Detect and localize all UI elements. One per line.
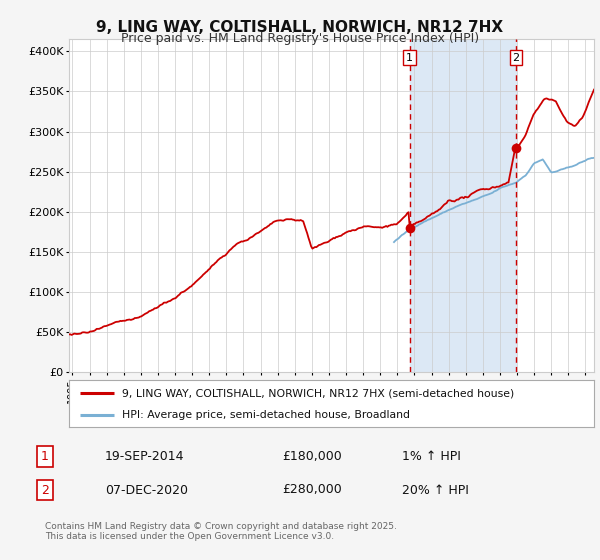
Text: Price paid vs. HM Land Registry's House Price Index (HPI): Price paid vs. HM Land Registry's House … xyxy=(121,32,479,45)
Text: 9, LING WAY, COLTISHALL, NORWICH, NR12 7HX: 9, LING WAY, COLTISHALL, NORWICH, NR12 7… xyxy=(97,20,503,35)
Text: 9, LING WAY, COLTISHALL, NORWICH, NR12 7HX (semi-detached house): 9, LING WAY, COLTISHALL, NORWICH, NR12 7… xyxy=(121,388,514,398)
Text: 20% ↑ HPI: 20% ↑ HPI xyxy=(402,483,469,497)
Text: 1: 1 xyxy=(406,53,413,63)
Text: 2: 2 xyxy=(512,53,520,63)
Text: 1% ↑ HPI: 1% ↑ HPI xyxy=(402,450,461,463)
Bar xyxy=(410,39,516,372)
Text: Contains HM Land Registry data © Crown copyright and database right 2025.
This d: Contains HM Land Registry data © Crown c… xyxy=(45,522,397,542)
Text: £180,000: £180,000 xyxy=(282,450,342,463)
Text: 2: 2 xyxy=(41,483,49,497)
Text: HPI: Average price, semi-detached house, Broadland: HPI: Average price, semi-detached house,… xyxy=(121,410,409,421)
Text: 07-DEC-2020: 07-DEC-2020 xyxy=(105,483,188,497)
Text: £280,000: £280,000 xyxy=(282,483,342,497)
Text: 1: 1 xyxy=(41,450,49,463)
Text: 19-SEP-2014: 19-SEP-2014 xyxy=(105,450,185,463)
